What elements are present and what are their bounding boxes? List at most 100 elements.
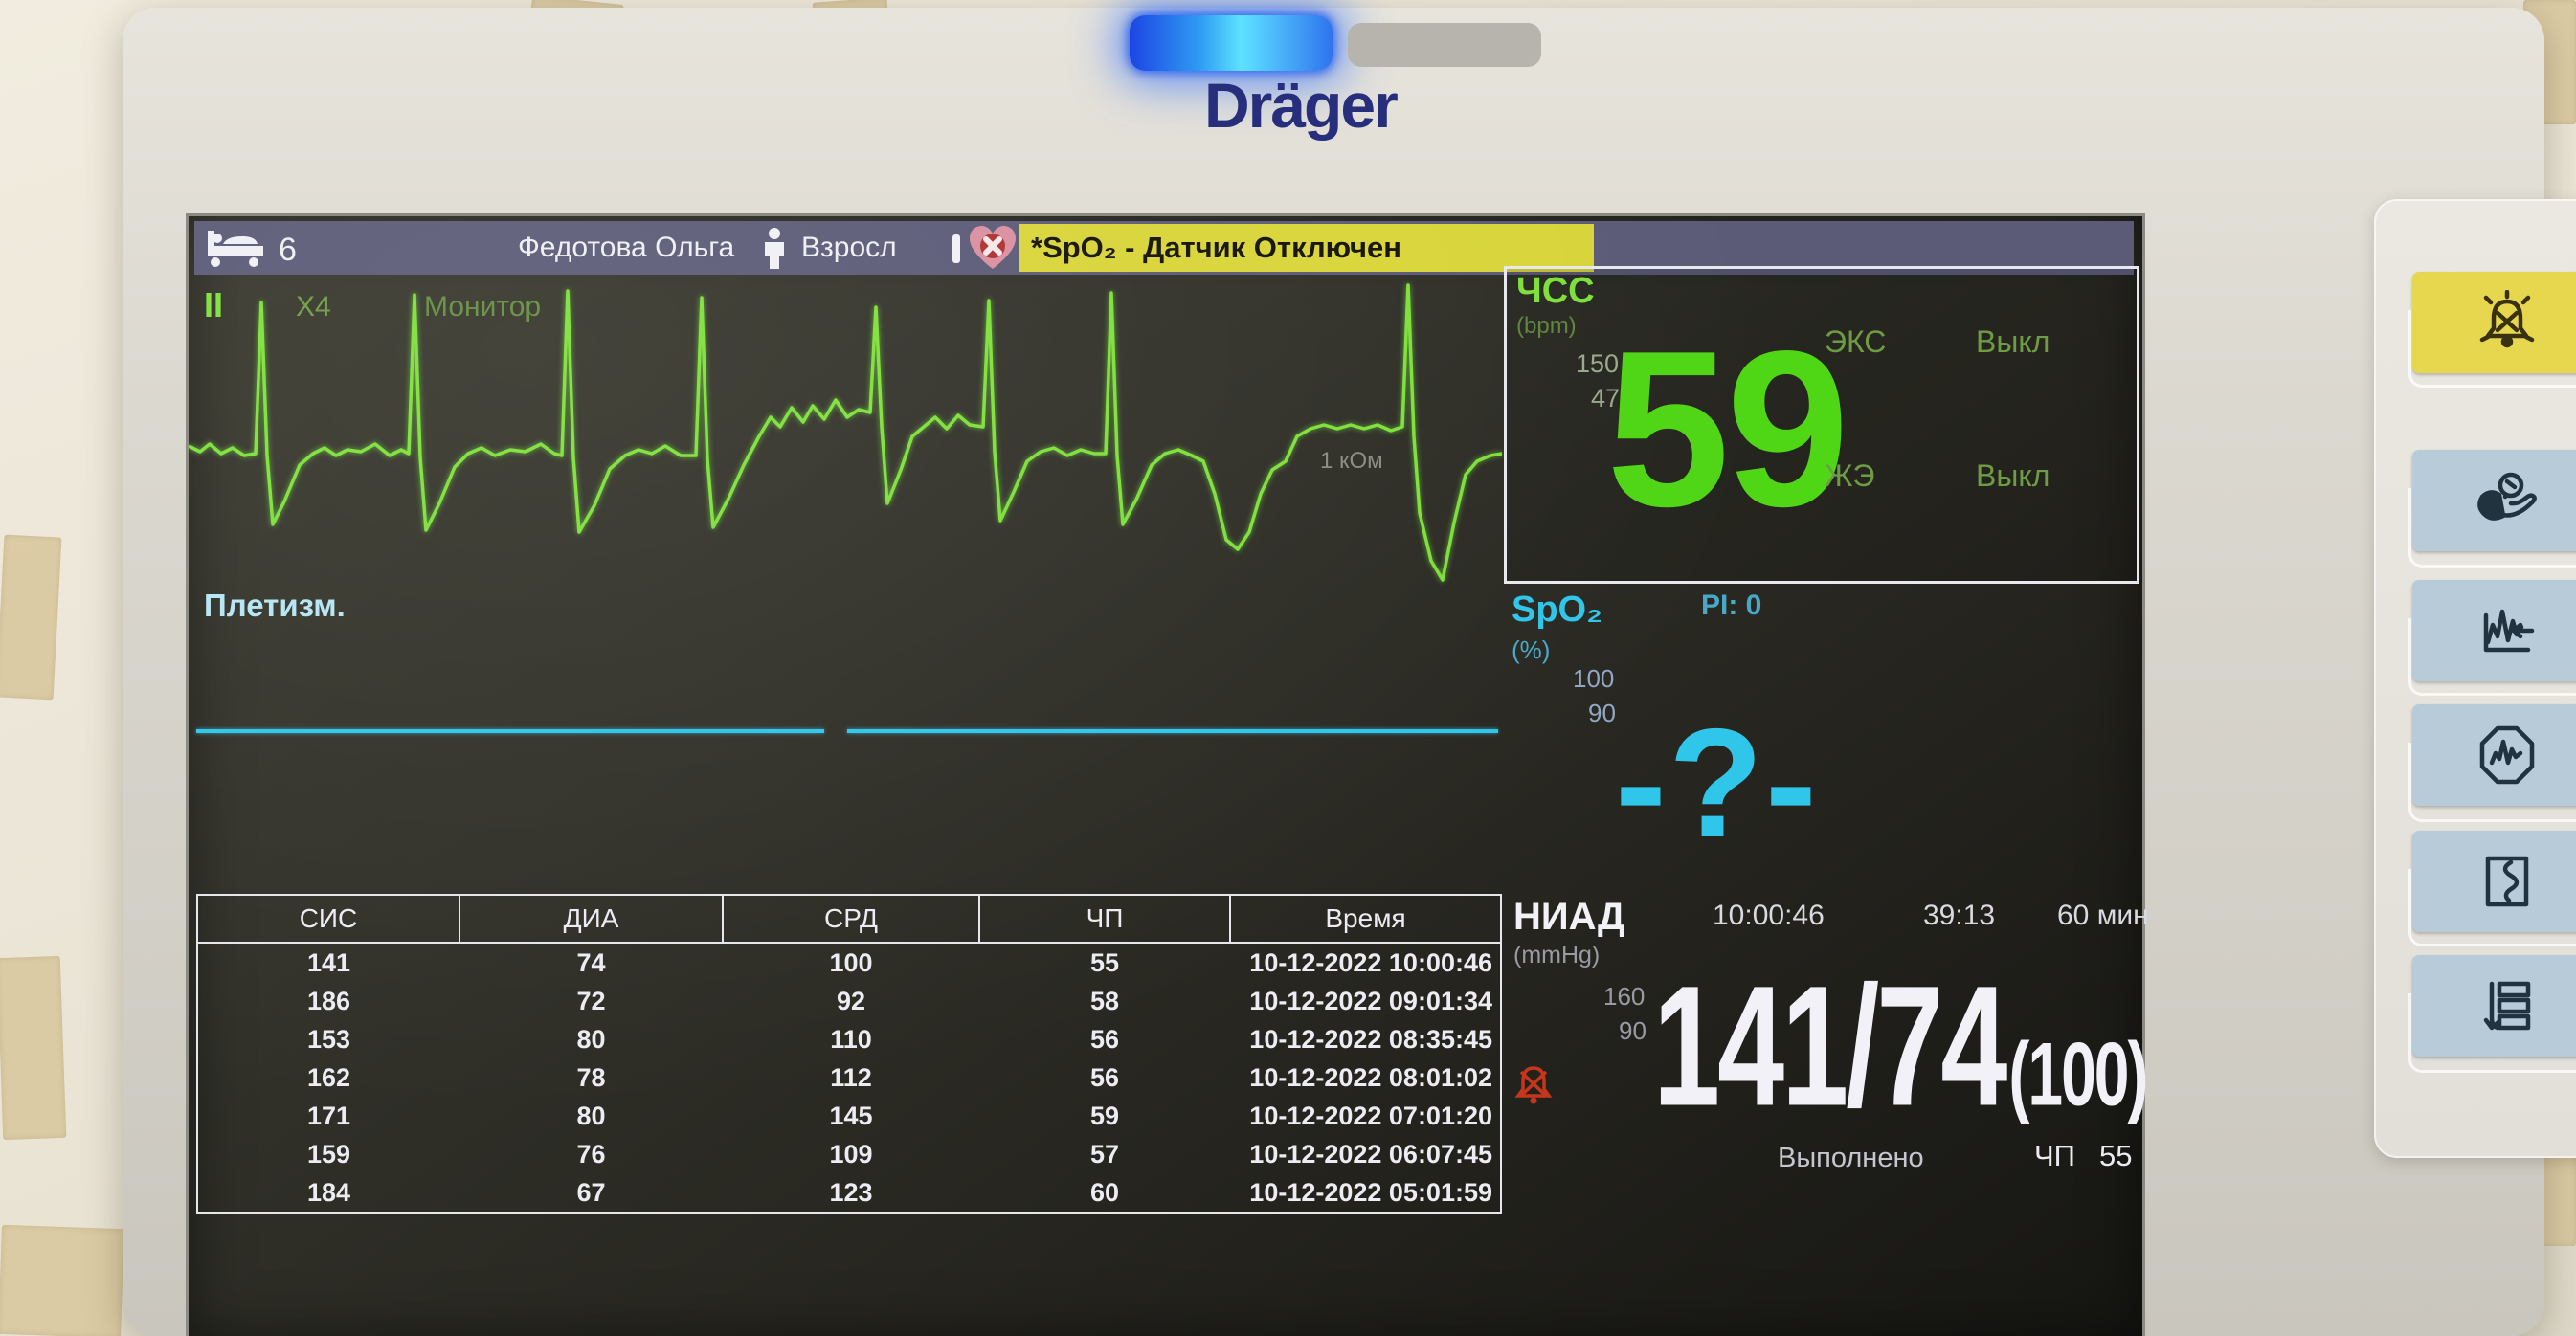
monitor-device: Dräger 6 Федотова Ольга Вз — [123, 8, 2576, 1336]
table-cell: 55 — [1089, 947, 1120, 977]
table-row: 186 72 92 58 10-12-2022 09:01:34 — [197, 982, 1501, 1020]
key-indent — [2408, 743, 2576, 822]
nibp-last-time: 10:00:46 — [1713, 900, 1825, 931]
nibp-alarm-off-icon — [1514, 1066, 1553, 1104]
table-cell: 57 — [1089, 1139, 1120, 1169]
table-cell: 56 — [1089, 1062, 1120, 1092]
recorder-squiggle-icon — [2485, 856, 2529, 907]
pvc-label: ЖЭ — [1825, 458, 1875, 493]
table-row: 159 76 109 57 10-12-2022 06:07:45 — [197, 1135, 1501, 1173]
table-row: 171 80 145 59 10-12-2022 07:01:20 — [197, 1097, 1501, 1135]
table-cell: 171 — [306, 1101, 351, 1130]
table-cell: 162 — [306, 1062, 351, 1092]
pacer-value: Выкл — [1976, 324, 2050, 359]
table-cell: 76 — [576, 1139, 606, 1169]
nibp-start-cuff-icon — [2477, 472, 2537, 521]
table-cell: 109 — [829, 1139, 873, 1169]
table-cell: 112 — [830, 1062, 872, 1092]
table-cell: 10-12-2022 10:00:46 — [1249, 947, 1492, 977]
table-cell: 10-12-2022 06:07:45 — [1249, 1139, 1492, 1169]
monitor-screen: 6 Федотова Ольга Взросл *SpO₂ - Датчик О… — [186, 213, 2149, 1336]
nibp-limit-high: 160 — [1603, 982, 1646, 1011]
nibp-table-body: 141 74 100 55 10-12-2022 10:00:46 186 72 92 58 10… — [197, 943, 1501, 1213]
alarm-banner: *SpO₂ - Датчик Отключен — [1019, 224, 1594, 272]
spo2-unit: (%) — [1512, 635, 1551, 664]
menu-button[interactable] — [2412, 955, 2576, 1057]
col-header-mean: СРД — [722, 894, 980, 944]
nibp-interval: 60 мин — [2057, 900, 2149, 931]
hr-unit: (bpm) — [1516, 313, 1577, 339]
table-cell: 10-12-2022 09:01:34 — [1249, 986, 1492, 1015]
nibp-countdown: 39:13 — [1923, 900, 1996, 931]
alarm-silence-button[interactable] — [2412, 272, 2576, 373]
spo2-pi: PI: 0 — [1701, 590, 1762, 621]
recorder-button[interactable] — [2412, 831, 2576, 932]
table-cell: 78 — [576, 1062, 606, 1092]
nibp-unit: (mmHg) — [1513, 942, 1601, 969]
table-cell: 10-12-2022 05:01:59 — [1249, 1177, 1492, 1207]
table-cell: 141 — [306, 947, 351, 977]
pvc-value: Выкл — [1976, 458, 2050, 493]
hr-value: 59 — [1606, 305, 1849, 553]
main-menu-list-icon — [2483, 981, 2531, 1031]
table-row: 141 74 100 55 10-12-2022 10:00:46 — [197, 943, 1501, 982]
table-cell: 58 — [1089, 986, 1120, 1015]
table-cell: 184 — [306, 1177, 351, 1207]
nibp-label: НИАД — [1513, 896, 1625, 938]
hr-limit-high: 150 — [1576, 349, 1620, 378]
stop-octagon-waveform-icon — [2479, 725, 2535, 785]
table-cell: 110 — [830, 1024, 872, 1054]
table-cell: 10-12-2022 08:01:02 — [1249, 1062, 1492, 1092]
led-slot — [1348, 23, 1541, 67]
nibp-pulse-value: 55 — [2099, 1139, 2133, 1172]
table-cell: 60 — [1089, 1177, 1120, 1207]
col-header-dia: ДИА — [459, 894, 724, 944]
table-cell: 10-12-2022 07:01:20 — [1249, 1101, 1492, 1130]
hr-panel: ЧСС (bpm) 150 47 59 ЭКС Выкл ЖЭ Выкл — [1504, 266, 2139, 584]
ecg-filter-label: Монитор — [424, 291, 542, 323]
nibp-start-button[interactable] — [2412, 450, 2576, 551]
tape-strip — [0, 534, 62, 701]
tape-strip — [0, 1224, 124, 1336]
spo2-limit-high: 100 — [1573, 664, 1615, 693]
nibp-trend-table: СИС ДИА СРД ЧП Время 141 74 100 55 10-12-202… — [196, 894, 1502, 1214]
bed-number: 6 — [279, 232, 297, 268]
key-indent — [2408, 618, 2576, 696]
pleth-trace-left — [196, 729, 824, 733]
nibp-stop-button[interactable] — [2412, 704, 2576, 806]
hr-label: ЧСС — [1516, 271, 1595, 311]
table-header: СИС ДИА СРД ЧП Время — [196, 894, 1502, 944]
freeze-waveform-button[interactable] — [2412, 580, 2576, 681]
table-cell: 92 — [836, 986, 866, 1015]
table-cell: 10-12-2022 08:35:45 — [1249, 1024, 1492, 1054]
table-row: 153 80 110 56 10-12-2022 08:35:45 — [197, 1020, 1501, 1058]
table-cell: 80 — [576, 1101, 606, 1130]
pleth-label: Плетизм. — [204, 588, 346, 623]
patient-type-icon — [765, 228, 784, 269]
nibp-value: 141/74 (100) — [1653, 960, 2148, 1132]
table-cell: 123 — [829, 1177, 873, 1207]
power-led — [1130, 15, 1333, 71]
hardkey-panel — [2374, 199, 2576, 1158]
tape-strip — [0, 955, 67, 1141]
key-indent — [2408, 310, 2576, 388]
nibp-mean: (100) — [2008, 1023, 2148, 1124]
table-cell: 74 — [576, 947, 606, 977]
ecg-waveform — [189, 283, 1502, 582]
ecg-lead-label: II — [204, 285, 224, 324]
pacer-label: ЭКС — [1825, 324, 1887, 359]
table-cell: 153 — [306, 1024, 351, 1054]
patient-name: Федотова Ольга — [518, 232, 735, 263]
key-indent — [2408, 488, 2576, 568]
freeze-waveform-icon — [2483, 609, 2535, 653]
table-cell: 59 — [1089, 1101, 1120, 1130]
spo2-limit-low: 90 — [1588, 699, 1616, 727]
col-header-time: Время — [1229, 894, 1502, 944]
table-cell: 100 — [829, 947, 873, 977]
nibp-limit-low: 90 — [1619, 1016, 1646, 1045]
table-row: 184 67 123 60 10-12-2022 05:01:59 — [197, 1173, 1501, 1213]
table-cell: 67 — [576, 1177, 606, 1207]
spo2-label: SpO₂ — [1512, 590, 1602, 630]
key-indent — [2408, 993, 2576, 1073]
